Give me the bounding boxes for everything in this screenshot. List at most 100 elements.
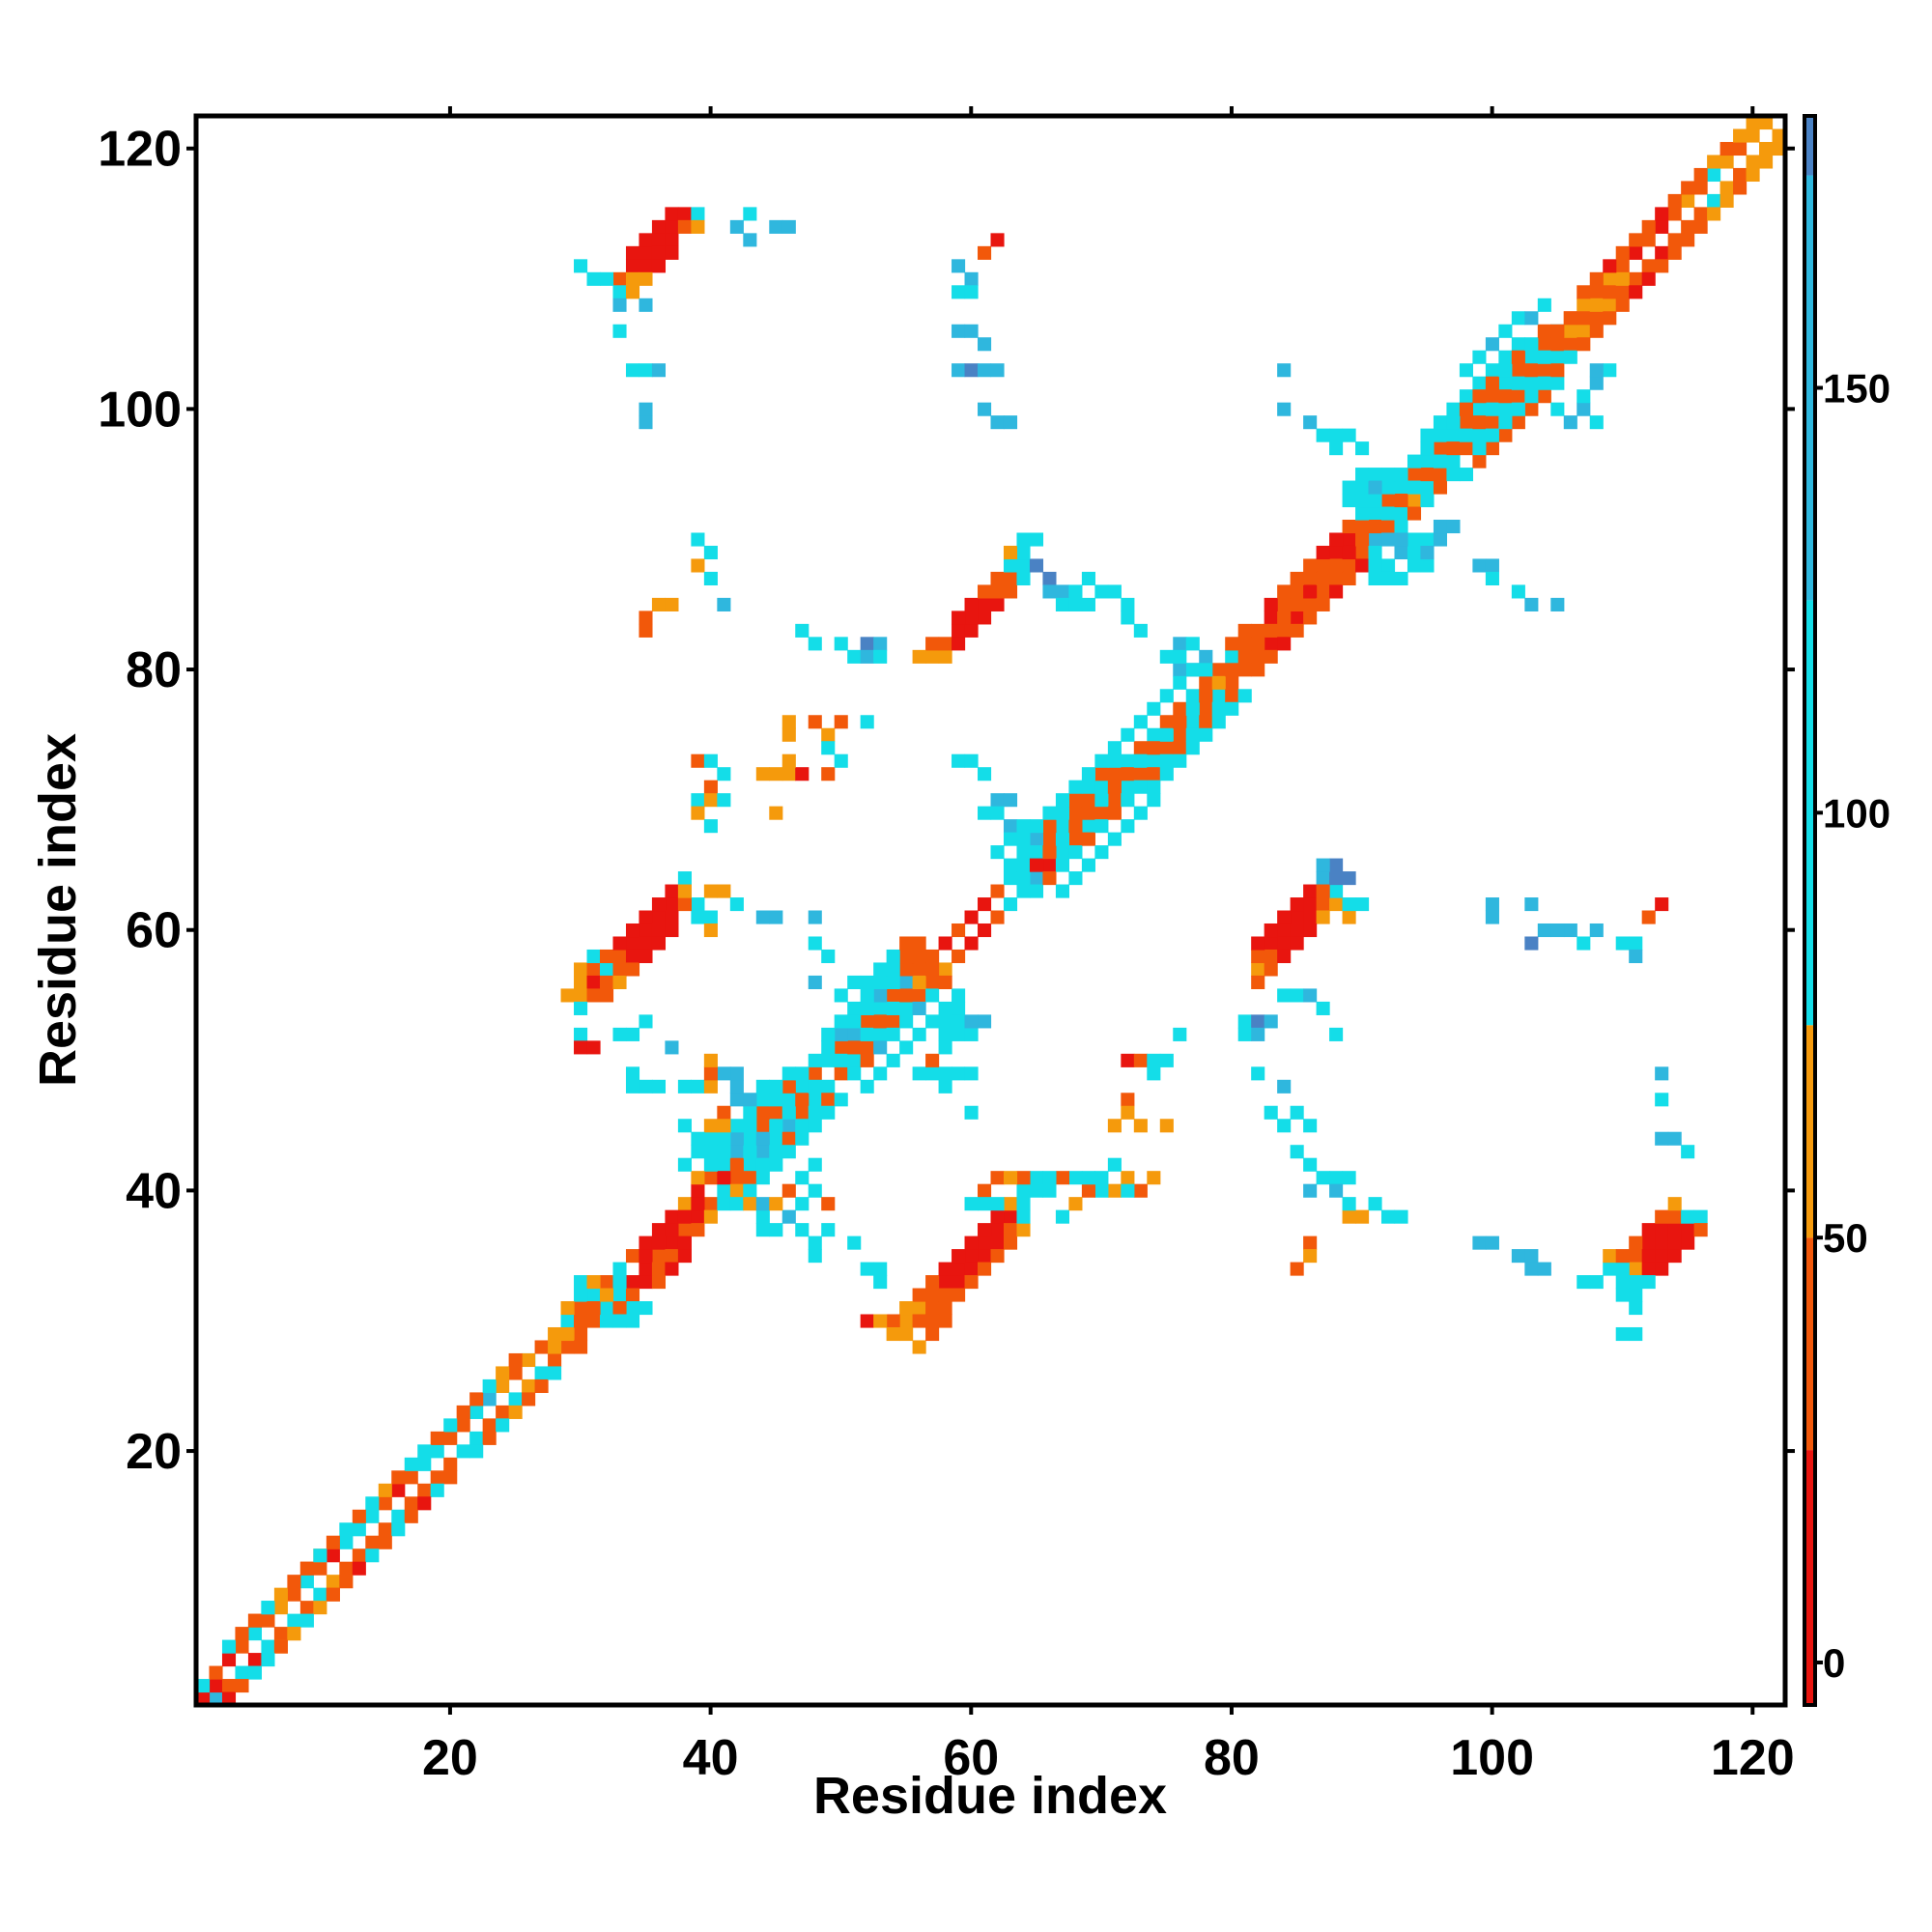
heatmap-cell — [1667, 245, 1682, 260]
heatmap-cell — [899, 975, 914, 989]
heatmap-cell — [938, 1001, 952, 1015]
heatmap-cell — [1016, 558, 1031, 573]
heatmap-cell — [703, 1131, 718, 1146]
heatmap-cell — [1081, 832, 1095, 846]
heatmap-cell — [665, 233, 679, 247]
heatmap-cell — [365, 1496, 380, 1511]
colorbar — [1803, 114, 1823, 1707]
heatmap-cell — [1537, 923, 1551, 938]
heatmap-cell — [1185, 663, 1200, 677]
heatmap-cell — [1094, 1171, 1109, 1185]
heatmap-cell — [534, 1340, 549, 1354]
heatmap-cell — [729, 897, 744, 912]
heatmap-cell — [964, 936, 979, 951]
heatmap-cell — [612, 1262, 627, 1276]
heatmap-cell — [665, 1262, 679, 1276]
heatmap-cell — [1042, 1183, 1057, 1198]
heatmap-cell — [651, 363, 667, 378]
heatmap-cell — [938, 975, 952, 989]
heatmap-cell — [1237, 623, 1252, 638]
heatmap-cell — [703, 780, 718, 794]
heatmap-cell — [1342, 480, 1356, 495]
heatmap-cell — [1042, 819, 1057, 834]
heatmap-cell — [1577, 324, 1591, 338]
heatmap-cell — [847, 1066, 862, 1081]
heatmap-cell — [625, 245, 640, 260]
heatmap-cell — [1707, 193, 1721, 208]
heatmap-cell — [1329, 1183, 1344, 1198]
heatmap-cell — [612, 975, 627, 989]
colorbar-band — [1804, 1450, 1815, 1705]
heatmap-cell — [1173, 1027, 1187, 1041]
heatmap-cell — [1719, 141, 1734, 156]
x-tick-label: 120 — [1711, 1730, 1795, 1786]
heatmap-cell — [1655, 1093, 1669, 1107]
heatmap-cell — [978, 1014, 992, 1029]
heatmap-cell — [1107, 832, 1122, 846]
heatmap-cell — [703, 571, 718, 586]
heatmap-cell — [1550, 363, 1565, 378]
heatmap-cell — [586, 271, 601, 286]
heatmap-cell — [952, 611, 966, 625]
heatmap-cell — [1394, 545, 1408, 560]
heatmap-cell — [456, 1418, 470, 1433]
heatmap-cell — [1759, 141, 1774, 156]
heatmap-cell — [1406, 454, 1422, 469]
heatmap-cell — [1237, 1027, 1252, 1041]
heatmap-cell — [1159, 741, 1174, 755]
heatmap-cell — [1472, 402, 1487, 416]
heatmap-cell — [990, 1197, 1005, 1211]
heatmap-cell — [1459, 441, 1473, 456]
heatmap-cell — [1342, 545, 1356, 560]
heatmap-cell — [1199, 727, 1213, 742]
heatmap-cell — [1394, 494, 1408, 508]
heatmap-cell — [651, 245, 667, 260]
heatmap-cell — [964, 1066, 979, 1081]
heatmap-cell — [639, 245, 653, 260]
heatmap-cell — [952, 324, 966, 338]
heatmap-cell — [1342, 519, 1356, 534]
heatmap-cell — [964, 1275, 979, 1290]
heatmap-cell — [1329, 558, 1344, 573]
heatmap-cell — [1251, 1066, 1265, 1081]
axis-ticks — [186, 106, 1795, 1715]
heatmap-cell — [1264, 1105, 1278, 1120]
heatmap-cell — [1655, 207, 1669, 221]
heatmap-cell — [299, 1601, 314, 1615]
heatmap-cell — [574, 1314, 588, 1328]
heatmap-cell — [1577, 285, 1591, 299]
heatmap-cell — [743, 1131, 757, 1146]
heatmap-cell — [1655, 1223, 1669, 1237]
heatmap-cell — [665, 1249, 679, 1264]
heatmap-cell — [1719, 193, 1734, 208]
heatmap-cell — [430, 1483, 444, 1497]
heatmap-cell — [1655, 897, 1669, 912]
heatmap-cell — [299, 1575, 314, 1589]
heatmap-cell — [990, 1223, 1005, 1237]
heatmap-cell — [821, 1027, 836, 1041]
heatmap-cell — [1329, 1171, 1344, 1185]
heatmap-cell — [808, 1249, 822, 1264]
heatmap-cell — [625, 1027, 640, 1041]
heatmap-cell — [1524, 376, 1539, 390]
heatmap-cell — [1303, 988, 1318, 1003]
heatmap-cell — [639, 271, 653, 286]
colorbar-tick-label: 50 — [1823, 1215, 1868, 1261]
heatmap-cell — [1381, 571, 1396, 586]
heatmap-cell — [1589, 311, 1604, 326]
heatmap-cell — [1550, 376, 1565, 390]
heatmap-cell — [1342, 1209, 1356, 1224]
heatmap-cell — [990, 597, 1005, 611]
heatmap-cell — [1251, 962, 1265, 977]
heatmap-cell — [860, 1027, 874, 1041]
heatmap-cell — [1290, 936, 1304, 951]
heatmap-cell — [443, 1457, 458, 1471]
heatmap-cell — [1290, 897, 1304, 912]
heatmap-cell — [639, 1014, 653, 1029]
heatmap-cell — [1029, 845, 1044, 860]
heatmap-cell — [625, 259, 640, 273]
heatmap-cell — [729, 1066, 744, 1081]
heatmap-cell — [1485, 402, 1499, 416]
heatmap-cell — [1081, 793, 1095, 808]
heatmap-cell — [534, 1366, 549, 1380]
